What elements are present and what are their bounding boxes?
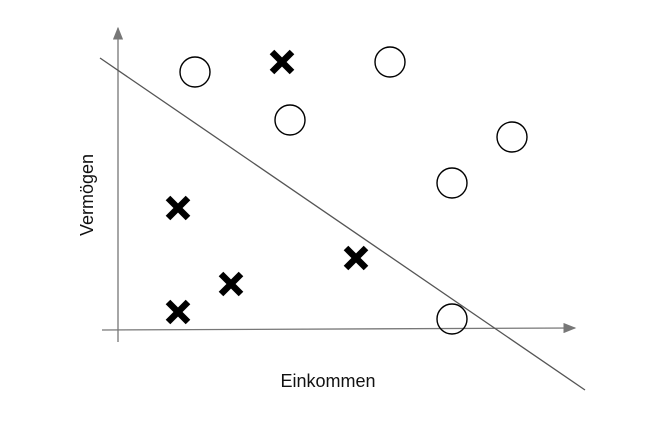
circle-marker <box>496 121 528 153</box>
cross-marker <box>165 195 191 221</box>
x-axis <box>101 322 577 334</box>
y-axis-label: Vermögen <box>77 154 97 236</box>
circle-marker <box>274 104 306 136</box>
cross-marker <box>165 299 191 325</box>
circle-marker <box>436 167 468 199</box>
circle-marker <box>179 56 211 88</box>
x-axis-label: Einkommen <box>280 371 375 391</box>
cross-markers <box>165 49 369 325</box>
circle-marker <box>374 46 406 78</box>
circle-markers <box>179 46 528 335</box>
cross-marker <box>218 271 244 297</box>
decision-boundary-line <box>99 57 586 391</box>
cross-marker <box>269 49 295 75</box>
circle-marker <box>436 303 468 335</box>
cross-marker <box>343 245 369 271</box>
